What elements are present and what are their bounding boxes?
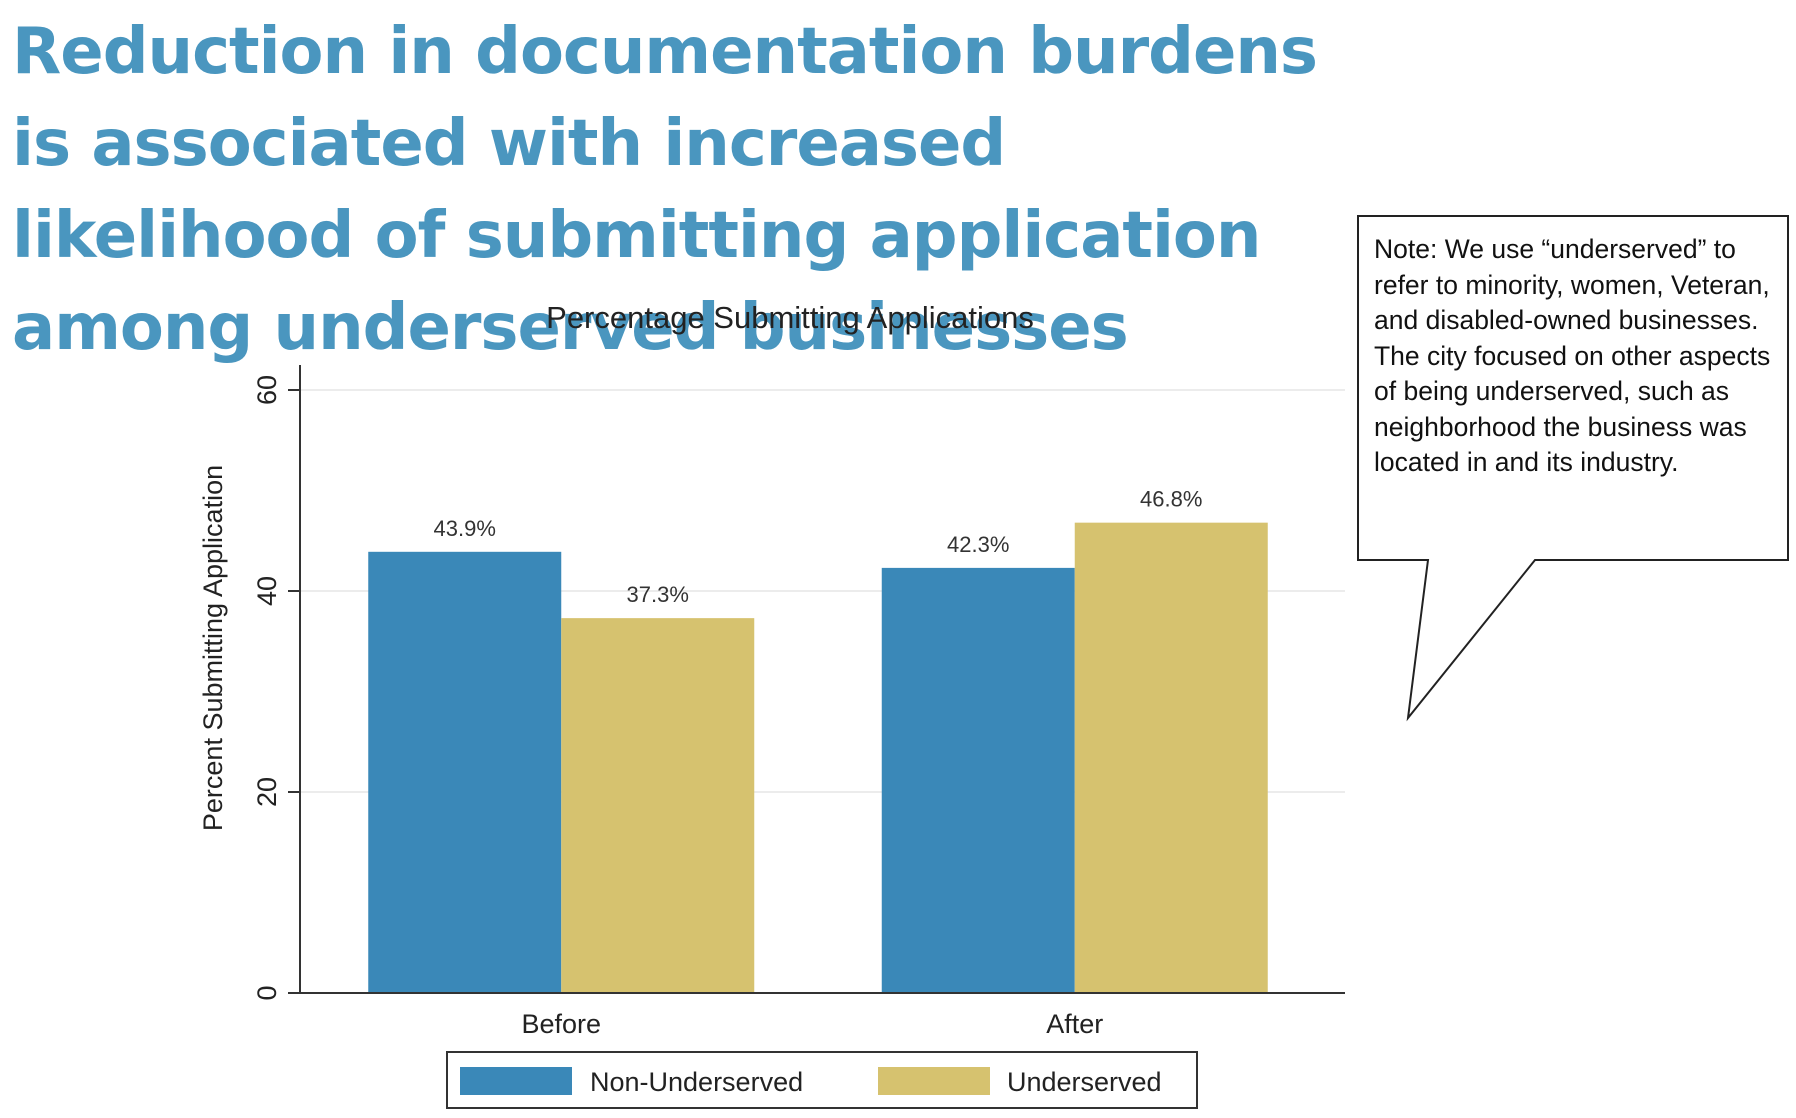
legend-swatch <box>460 1067 572 1095</box>
bar-underserved-before <box>561 618 755 993</box>
legend-swatch <box>878 1067 990 1095</box>
y-tick-label: 40 <box>252 576 282 606</box>
page-title: Reduction in documentation burdens is as… <box>12 15 1318 365</box>
legend-label: Non-Underserved <box>590 1067 803 1097</box>
note-callout-box <box>1357 215 1789 722</box>
bar-non-underserved-after <box>881 567 1075 993</box>
data-label: 42.3% <box>947 532 1009 557</box>
data-label: 37.3% <box>627 582 689 607</box>
data-label: 43.9% <box>434 516 496 541</box>
y-tick-label: 0 <box>252 985 282 1000</box>
x-tick-label: After <box>1046 1009 1103 1039</box>
y-axis-label: Percent Submitting Application <box>198 465 228 831</box>
y-tick-label: 60 <box>252 375 282 405</box>
y-tick-label: 20 <box>252 777 282 807</box>
note-text: Note: We use “underserved” to refer to m… <box>1374 234 1771 477</box>
x-tick-label: Before <box>521 1009 601 1039</box>
data-label: 46.8% <box>1140 487 1202 512</box>
bar-non-underserved-before <box>368 551 562 993</box>
bar-underserved-after <box>1074 522 1268 993</box>
legend-label: Underserved <box>1007 1067 1162 1097</box>
chart-title: Percentage Submitting Applications <box>546 300 1034 335</box>
